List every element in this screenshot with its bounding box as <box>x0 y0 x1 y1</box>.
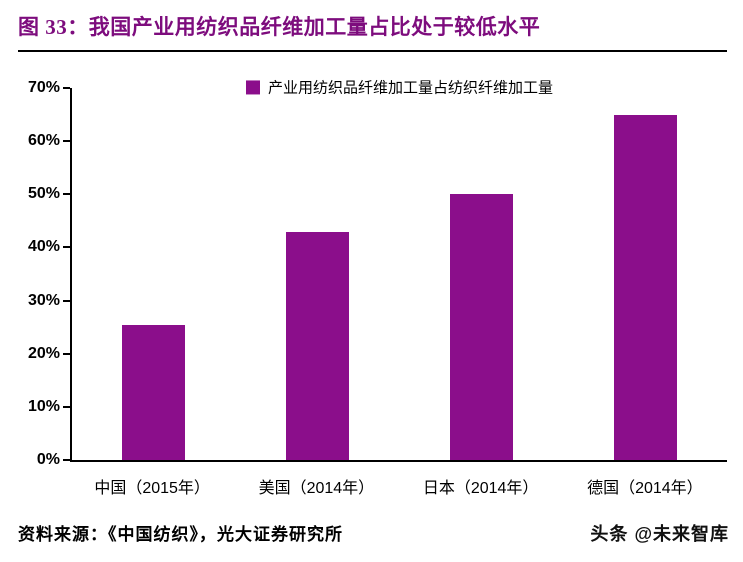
bar-1 <box>286 231 350 460</box>
x-category-label: 美国（2014年） <box>258 480 375 497</box>
figure-footer: 资料来源：《中国纺织》，光大证券研究所 头条 @未来智库 <box>18 520 729 546</box>
bar-chart: 0% 10% 20% 30% 40% 50% 60% 70% 产业用纺织品纤维加工量占纺织纤维… <box>18 79 727 468</box>
bar-3 <box>613 114 677 460</box>
watermark: 头条 @未来智库 <box>590 520 729 546</box>
x-category-label: 日本（2014年） <box>422 480 539 497</box>
figure-title: 图 33：我国产业用纺织品纤维加工量占比处于较低水平 <box>18 15 541 39</box>
y-tick-label: 70% <box>27 79 60 96</box>
y-tick-label: 20% <box>27 344 60 362</box>
bar-slot <box>236 88 400 460</box>
y-tick-label: 60% <box>27 132 60 150</box>
y-tick-mark <box>63 459 70 461</box>
y-tick-label: 0% <box>36 451 60 468</box>
bar-slot <box>563 88 727 460</box>
x-axis-labels: 中国（2015年） 美国（2014年） 日本（2014年） 德国（2014年） <box>18 462 727 498</box>
category-labels: 中国（2015年） 美国（2014年） 日本（2014年） 德国（2014年） <box>70 462 727 498</box>
y-tick-mark <box>63 87 70 89</box>
bar-2 <box>449 194 513 460</box>
y-tick-label: 10% <box>27 397 60 415</box>
y-tick-mark <box>63 299 70 302</box>
y-axis: 0% 10% 20% 30% 40% 50% 60% 70% <box>18 79 70 468</box>
x-category-label: 中国（2015年） <box>94 480 210 497</box>
x-category-label: 德国（2014年） <box>587 480 703 497</box>
y-tick-label: 30% <box>27 291 60 309</box>
y-tick-mark <box>63 405 70 408</box>
source-note: 资料来源：《中国纺织》，光大证券研究所 <box>18 525 343 544</box>
bar-slot <box>72 88 236 460</box>
y-tick-mark <box>63 352 70 355</box>
bar-0 <box>122 324 186 460</box>
y-tick-label: 40% <box>27 238 60 256</box>
y-tick-label: 50% <box>27 185 60 203</box>
bar-slot <box>400 88 564 460</box>
watermark-brand: 头条 <box>590 524 629 544</box>
y-tick-mark <box>63 140 70 143</box>
title-divider <box>18 50 727 52</box>
y-tick-mark <box>63 193 70 196</box>
plot-area: 产业用纺织品纤维加工量占纺织纤维加工量 <box>63 79 727 462</box>
watermark-handle: @未来智库 <box>634 524 729 544</box>
y-tick-mark <box>63 246 70 249</box>
